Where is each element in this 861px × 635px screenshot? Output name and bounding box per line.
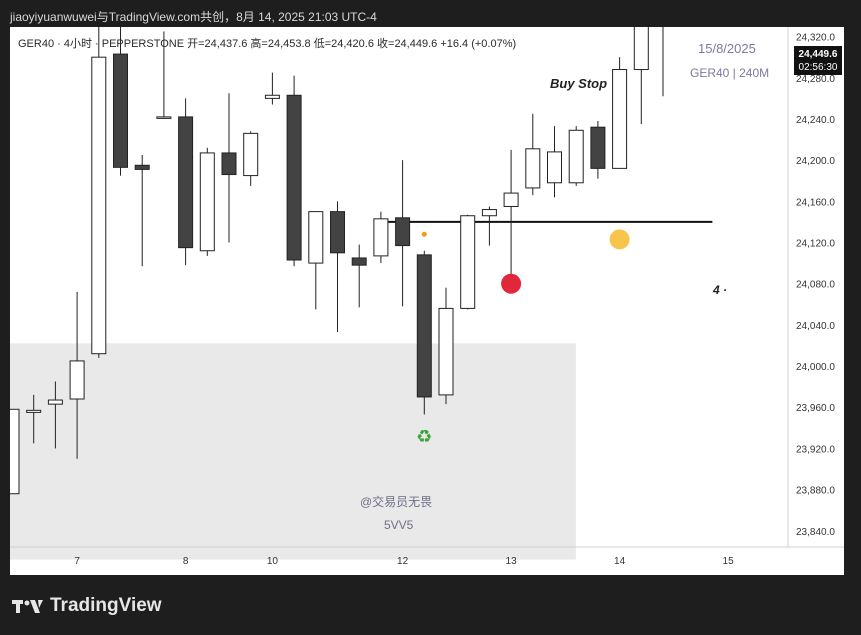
bar-countdown: 02:56:30 <box>798 62 838 73</box>
candle-body <box>460 215 476 309</box>
x-tick-label: 14 <box>614 556 626 567</box>
yellow-dot-marker <box>609 229 630 250</box>
y-tick-label: 24,160.0 <box>796 197 835 208</box>
candle-body <box>178 116 194 249</box>
candle-body <box>243 132 259 177</box>
watermark-author: @交易员无畏 <box>360 495 433 509</box>
y-tick-label: 24,080.0 <box>796 280 835 291</box>
symbol-ohlc-line: GER40 · 4小时 · PEPPERSTONE 开=24,437.6 高=2… <box>18 38 517 50</box>
chart-frame[interactable]: ♻ 23,840.0 23,880.0 23,920.0 23,960.0 24,000.… <box>10 27 844 575</box>
x-tick-label: 7 <box>74 556 80 567</box>
candle-body <box>395 217 411 247</box>
y-tick-label: 24,240.0 <box>796 115 835 126</box>
candle-body <box>568 129 584 184</box>
x-tick-label: 13 <box>506 556 518 567</box>
candle-body <box>481 209 497 217</box>
y-tick-label: 23,920.0 <box>796 444 835 455</box>
brand-name: TradingView <box>50 595 162 616</box>
candle-body <box>612 69 628 169</box>
level-line-label: 4 · <box>713 283 728 297</box>
x-tick-label: 12 <box>397 556 409 567</box>
candle-body <box>503 192 519 207</box>
candle-body <box>351 257 367 266</box>
candle-body <box>416 254 432 398</box>
y-tick-label: 24,200.0 <box>796 156 835 167</box>
current-price-badge: 24,449.6 02:56:30 <box>794 46 842 75</box>
candle-body <box>547 151 562 184</box>
candle-body <box>286 94 302 261</box>
candle-body <box>373 218 389 257</box>
candle-body <box>156 116 172 119</box>
y-tick-label: 24,320.0 <box>796 33 835 44</box>
candle-body <box>69 360 85 400</box>
buy-stop-label: Buy Stop <box>550 76 608 91</box>
date-tag: 15/8/2025 <box>698 41 756 56</box>
red-dot-marker <box>501 273 522 294</box>
candle-body <box>10 408 20 495</box>
candle-body <box>330 211 345 254</box>
x-tick-label: 8 <box>183 556 189 567</box>
candle-body <box>264 94 280 99</box>
candle-body <box>91 56 107 355</box>
candle-body <box>26 409 42 413</box>
tradingview-logo-icon <box>12 600 43 613</box>
symbol-tag: GER40 | 240M <box>690 66 770 80</box>
candle-body <box>221 152 237 176</box>
y-tick-label: 23,840.0 <box>796 527 835 538</box>
candle-body <box>134 164 150 170</box>
candle-body <box>199 152 215 252</box>
candle-body <box>525 148 541 189</box>
y-tick-label: 23,960.0 <box>796 403 835 414</box>
candle-body <box>113 53 128 168</box>
window-title: jiaoyiyuanwuwei与TradingView.com共创，8月 14,… <box>10 10 377 24</box>
current-price: 24,449.6 <box>798 49 838 60</box>
y-tick-label: 24,000.0 <box>796 362 835 373</box>
y-tick-label: 24,040.0 <box>796 321 835 332</box>
y-tick-label: 23,880.0 <box>796 486 835 497</box>
candlestick-chart[interactable]: ♻ 23,840.0 23,880.0 23,920.0 23,960.0 24,000.… <box>10 27 844 575</box>
demand-zone <box>10 343 576 560</box>
watermark-code: 5VV5 <box>384 518 414 532</box>
recycle-icon: ♻ <box>416 426 432 447</box>
small-dot-marker <box>421 231 427 237</box>
x-tick-label: 10 <box>267 556 279 567</box>
candle-body <box>633 27 649 71</box>
candle-body <box>438 307 454 396</box>
x-tick-label: 15 <box>723 556 735 567</box>
y-tick-label: 24,120.0 <box>796 239 835 250</box>
candle-body <box>308 211 324 264</box>
y-tick-label: 24,280.0 <box>796 74 835 85</box>
candle-body <box>590 126 606 169</box>
candle-body <box>47 399 63 405</box>
tradingview-brand[interactable]: TradingView <box>12 595 162 617</box>
